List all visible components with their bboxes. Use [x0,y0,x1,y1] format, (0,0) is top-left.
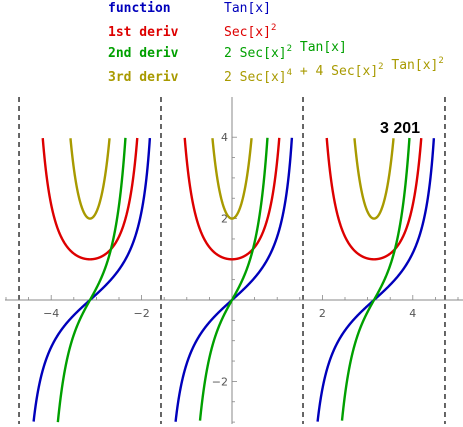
derivative-order-annotation: 3 201 [380,120,420,137]
series-d3-branch-1 [211,138,253,220]
series-d2-branch-1 [198,137,269,421]
series-d1-branch-0 [41,137,139,261]
y-tick-label: −2 [212,375,228,388]
x-tick-label: −4 [43,307,59,320]
x-tick-label: 4 [409,307,416,320]
x-tick-label: 2 [319,307,326,320]
series-d1-branch-1 [183,137,281,261]
legend-formula-1: Sec[x]2 [224,23,276,40]
legend-name-3: 3rd deriv [108,70,179,85]
legend: function Tan[x] 1st deriv Sec[x]2 2nd deriv 2… [108,1,444,85]
series-d3-branch-2 [353,138,395,220]
x-tick-label: −2 [133,307,149,320]
series-d3-branch-0 [69,138,111,220]
y-tick-label: 2 [221,213,228,226]
legend-formula-0: Tan[x] [224,1,271,16]
legend-name-1: 1st deriv [108,25,179,40]
axes: −4 −2 2 4 −2 2 4 [5,97,463,424]
legend-formula-2: 2 Sec[x]2 Tan[x] [224,40,347,61]
curves [32,137,436,423]
y-tick-label: 4 [221,131,228,144]
legend-name-2: 2nd deriv [108,46,179,61]
series-d2-branch-2 [340,137,411,421]
asymptotes [18,97,446,424]
legend-formula-3: 2 Sec[x]4 + 4 Sec[x]2 Tan[x]2 [224,56,444,85]
series-d1-branch-2 [325,137,423,261]
legend-name-0: function [108,1,171,16]
series-d2-branch-0 [56,137,127,423]
